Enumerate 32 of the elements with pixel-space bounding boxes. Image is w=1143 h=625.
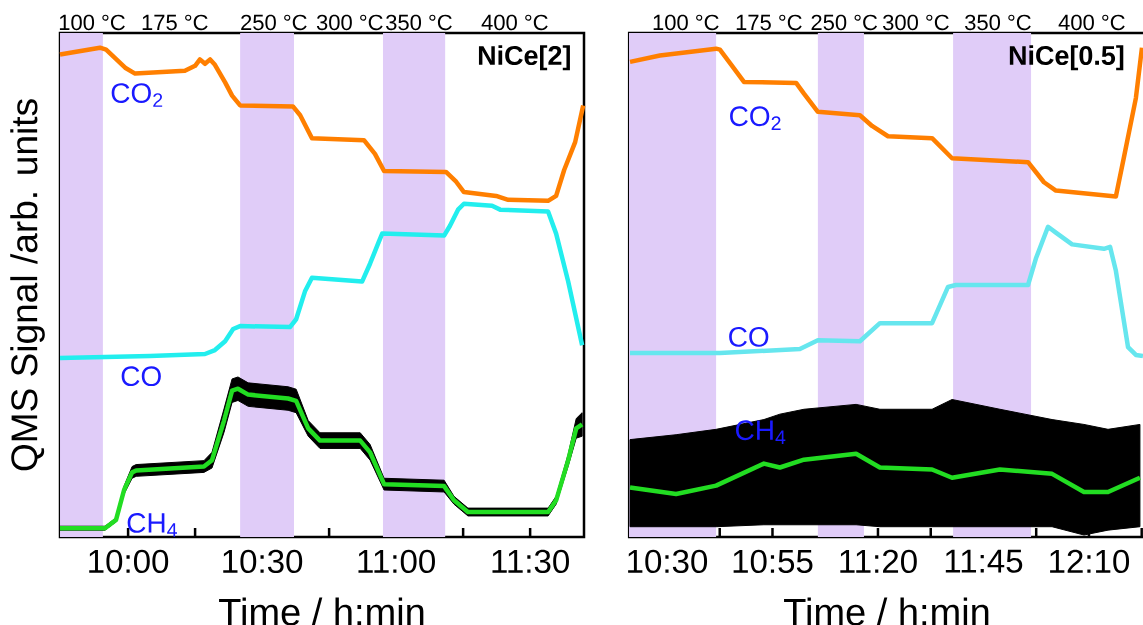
x-tick-label: 11:45 bbox=[945, 549, 1023, 573]
text: 400 °C bbox=[481, 14, 548, 31]
series-label: CO bbox=[729, 326, 769, 347]
x-tick-label: 11:00 bbox=[358, 549, 435, 574]
x-tick-label: 11:30 bbox=[492, 549, 569, 574]
series-label: CO$_{2}$ bbox=[111, 83, 163, 107]
x-tick-label: 10:30 bbox=[628, 549, 708, 574]
text: 100 °C bbox=[653, 14, 719, 31]
x-tick-label: 11:20 bbox=[840, 549, 917, 574]
x-tick-label: 10:30 bbox=[223, 549, 303, 574]
text: 300 °C bbox=[882, 14, 949, 31]
text: 175 °C bbox=[142, 14, 208, 31]
text: 250 °C bbox=[811, 14, 878, 31]
text: 350 °C bbox=[965, 14, 1031, 31]
x-tick-label: 10:00 bbox=[89, 549, 169, 574]
text: 350 °C bbox=[386, 14, 452, 31]
text: 300 °C bbox=[316, 14, 383, 31]
text: 400 °C bbox=[1058, 14, 1125, 31]
series-label: CH$_{4}$ bbox=[127, 513, 177, 537]
y-axis-title: QMS Signal /arb. units bbox=[10, 99, 45, 471]
series-label: CH$_{4}$ bbox=[736, 420, 786, 445]
text: 175 °C bbox=[736, 14, 802, 31]
chart-title: NiCe[2] bbox=[478, 45, 570, 71]
x-axis-title: Time / h:min bbox=[219, 597, 424, 625]
x-tick-label: 12:10 bbox=[1050, 549, 1130, 574]
text: 250 °C bbox=[241, 14, 307, 31]
chart-title: NiCe[0.5] bbox=[1009, 45, 1124, 71]
x-axis-title: Time / h:min bbox=[784, 597, 989, 625]
x-tick-label: 10:55 bbox=[733, 549, 813, 574]
series-label: CO$_{2}$ bbox=[730, 106, 781, 131]
text: 100 °C bbox=[59, 14, 125, 31]
series-label: CO bbox=[121, 366, 161, 387]
